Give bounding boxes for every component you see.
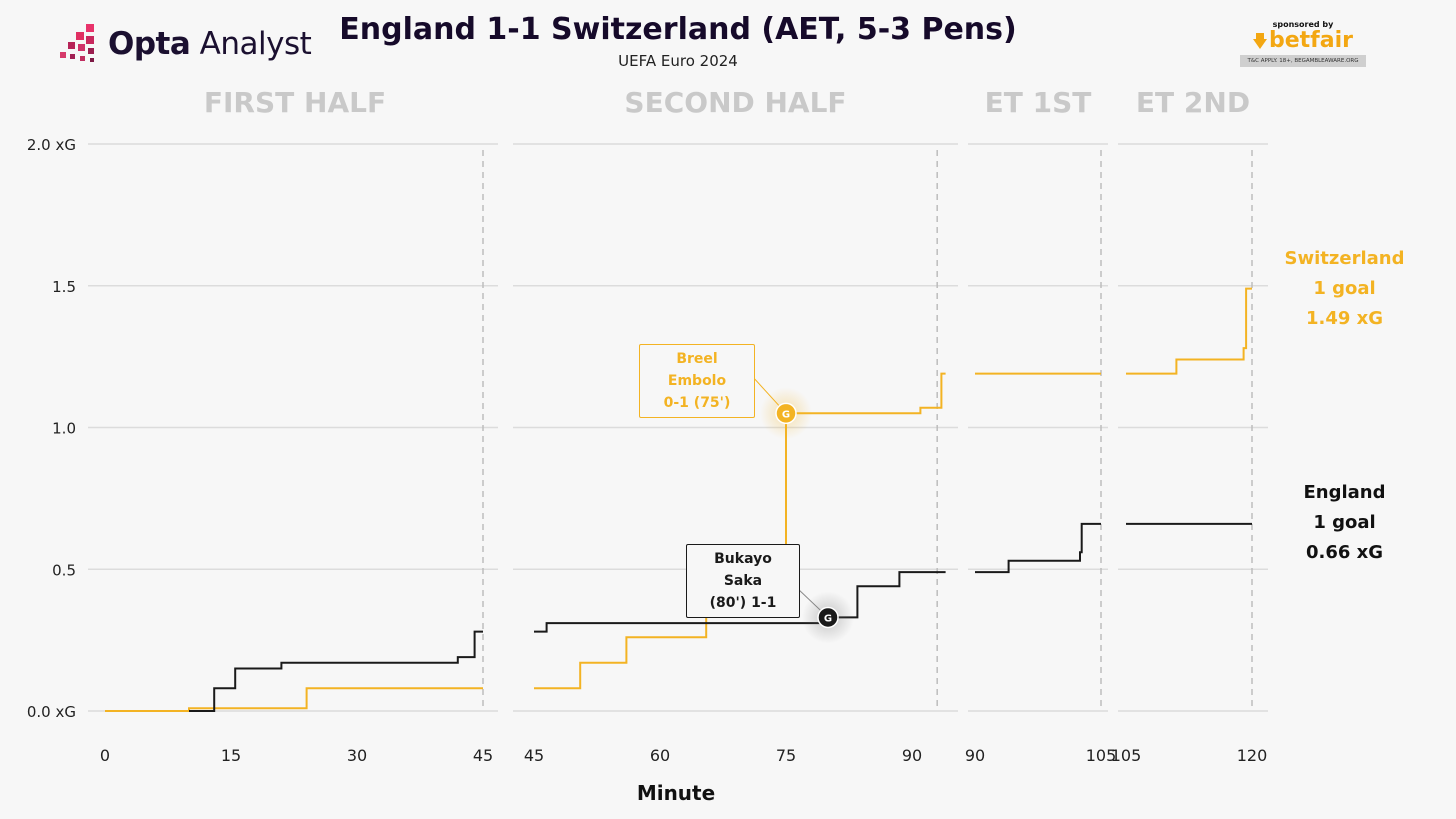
goal-marker-england <box>817 606 839 629</box>
switzerland-xg: 1.49 xG <box>1305 308 1384 329</box>
y-tick-1: 0.5 <box>52 561 76 579</box>
x-tick-p4-0: 105 <box>1111 746 1142 765</box>
england-line-p3 <box>975 522 1101 574</box>
opta-logo-icon <box>60 24 94 62</box>
y-tick-3: 1.5 <box>52 278 76 296</box>
annotation-embolo-name: Breel Embolo <box>667 351 727 389</box>
y-tick-4: 2.0 xG <box>27 136 76 154</box>
period-label-2: SECOND HALF <box>624 86 846 119</box>
sponsor-brand: betfair <box>1240 28 1366 53</box>
annotation-saka: Bukayo Saka (80') 1-1 <box>686 544 800 618</box>
england-summary: England 1 goal 0.66 xG <box>1272 478 1417 568</box>
goal-marker-switzerland <box>775 402 797 425</box>
switzerland-name: Switzerland <box>1284 248 1405 269</box>
period-label-4: ET 2ND <box>1136 86 1250 119</box>
switzerland-goals: 1 goal <box>1313 278 1376 299</box>
england-name: England <box>1303 482 1386 503</box>
opta-analyst-logo: Opta Analyst <box>56 22 312 66</box>
annotation-embolo-detail: 0-1 (75') <box>663 395 731 411</box>
y-tick-0: 0.0 xG <box>27 703 76 721</box>
x-tick-p2-0: 45 <box>524 746 544 765</box>
england-goals: 1 goal <box>1313 512 1376 533</box>
logo-text-bold: Opta <box>108 26 191 62</box>
goal-marker-label-switzerland: G <box>782 409 790 420</box>
sponsor-top-text: sponsored by <box>1272 20 1334 29</box>
x-tick-p2-3: 90 <box>902 746 922 765</box>
annotation-saka-name: Bukayo Saka <box>714 551 772 589</box>
x-tick-p3-1: 105 <box>1086 746 1117 765</box>
logo-text-light: Analyst <box>199 26 312 62</box>
x-tick-p4-1: 120 <box>1237 746 1268 765</box>
y-axis-ticks: 0.0 xG 0.5 1.0 1.5 2.0 xG <box>27 136 76 721</box>
betfair-arrow-icon <box>1253 32 1267 49</box>
switzerland-summary: Switzerland 1 goal 1.49 xG <box>1272 244 1417 334</box>
sponsor-note: T&C APPLY. 18+, BEGAMBLEAWARE.ORG <box>1240 55 1366 67</box>
switzerland-line-p1 <box>105 687 483 712</box>
goal-marker-label-england: G <box>824 613 832 624</box>
sponsor-brand-text: betfair <box>1269 28 1353 53</box>
annotation-saka-detail: (80') 1-1 <box>709 595 777 611</box>
period-end-lines <box>482 150 1253 711</box>
x-tick-p2-2: 75 <box>776 746 796 765</box>
x-tick-p2-1: 60 <box>650 746 670 765</box>
x-tick-p1-1: 15 <box>221 746 241 765</box>
switzerland-line-p4 <box>1126 287 1252 375</box>
period-label-1: FIRST HALF <box>204 86 386 119</box>
period-label-3: ET 1ST <box>985 86 1092 119</box>
sponsor-block: sponsored by betfair T&C APPLY. 18+, BEG… <box>1240 20 1366 67</box>
chart-title: England 1-1 Switzerland (AET, 5-3 Pens) <box>339 12 1017 47</box>
x-tick-p1-3: 45 <box>473 746 493 765</box>
england-xg: 0.66 xG <box>1305 542 1384 563</box>
chart-subtitle: UEFA Euro 2024 <box>618 52 738 70</box>
x-tick-p3-0: 90 <box>965 746 985 765</box>
goal-markers: GG <box>760 387 854 644</box>
annotation-embolo: Breel Embolo 0-1 (75') <box>639 344 755 418</box>
x-axis-label: Minute <box>637 781 715 805</box>
switzerland-line-p2 <box>534 372 946 690</box>
y-tick-2: 1.0 <box>52 420 76 438</box>
period-labels: FIRST HALF SECOND HALF ET 1ST ET 2ND <box>204 86 1250 119</box>
x-tick-p1-0: 0 <box>100 746 110 765</box>
x-tick-p1-2: 30 <box>347 746 367 765</box>
england-line-p1 <box>189 630 483 712</box>
grid-lines <box>88 143 1268 712</box>
